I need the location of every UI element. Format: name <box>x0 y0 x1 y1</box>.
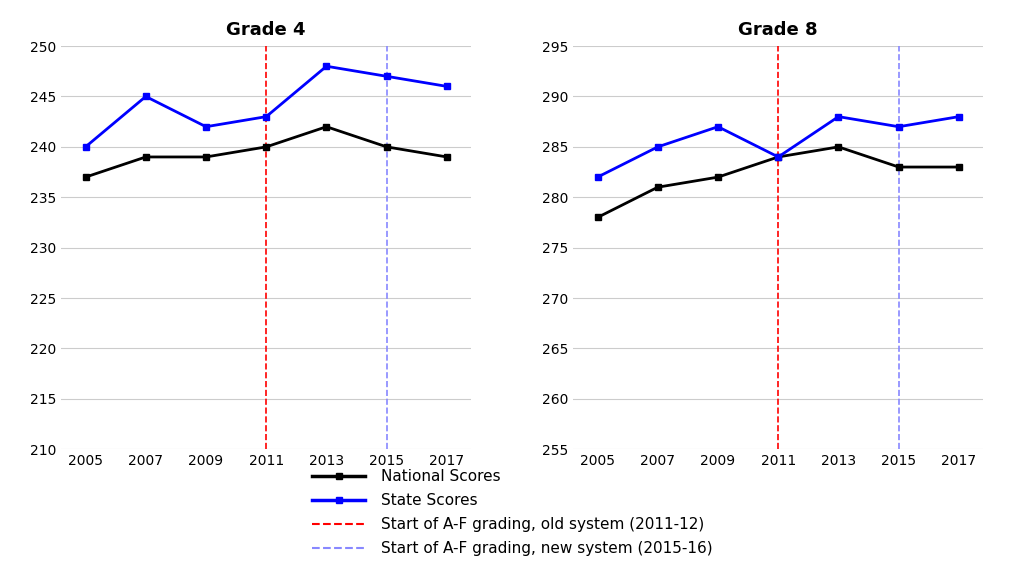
Legend: National Scores, State Scores, Start of A-F grading, old system (2011-12), Start: National Scores, State Scores, Start of … <box>306 463 718 563</box>
Title: Grade 4: Grade 4 <box>226 21 306 39</box>
Title: Grade 8: Grade 8 <box>738 21 818 39</box>
